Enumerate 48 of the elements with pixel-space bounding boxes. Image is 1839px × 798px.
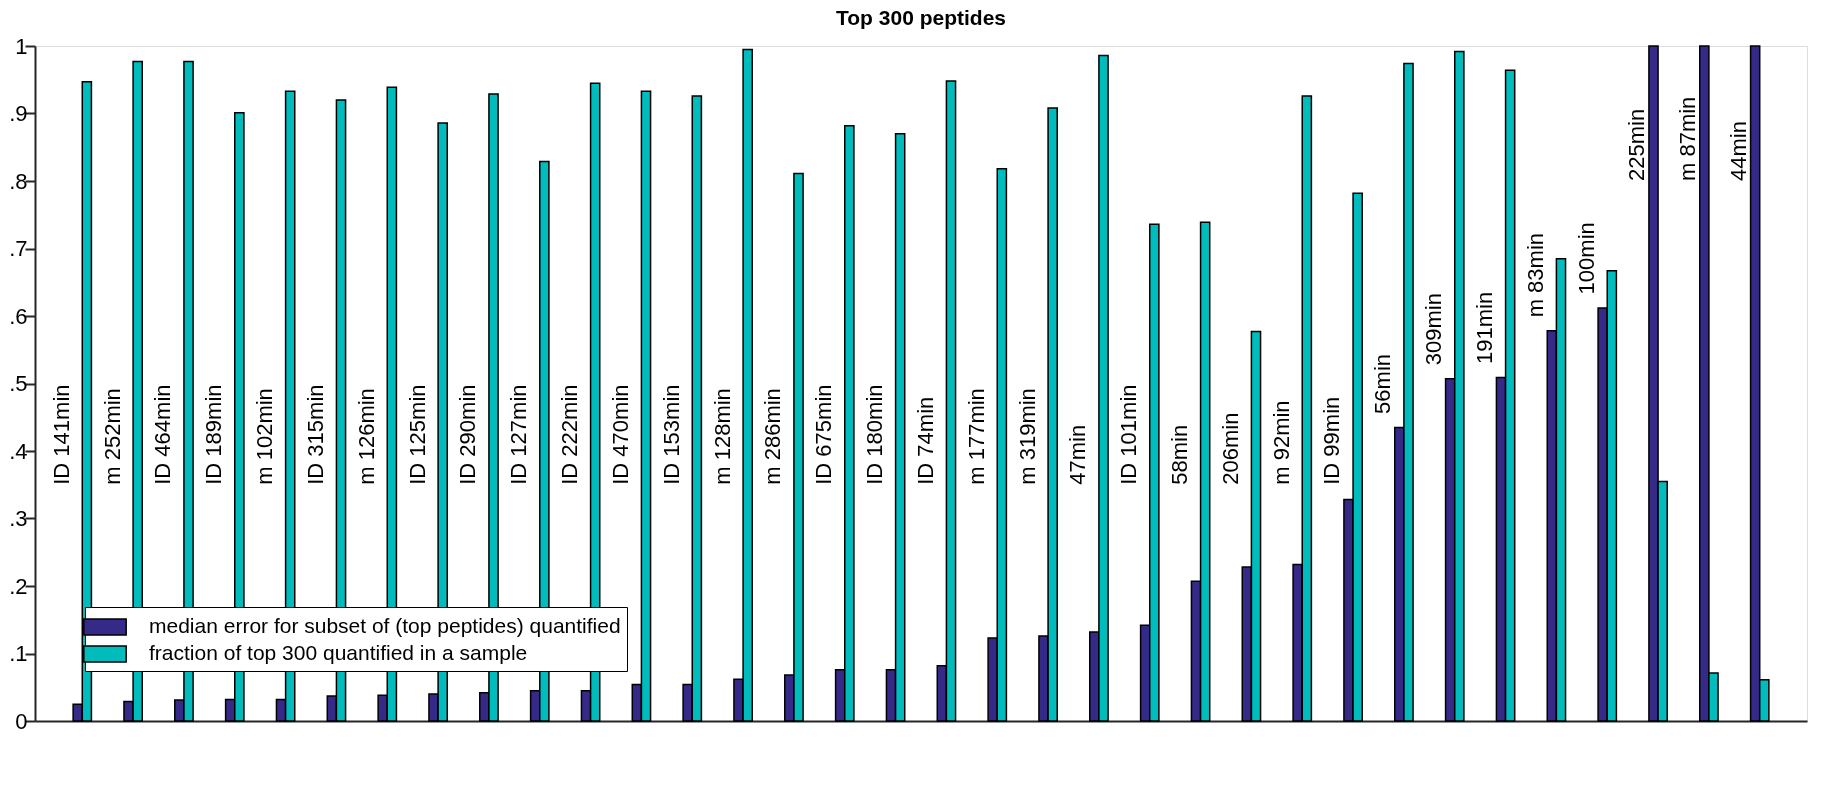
y-tick-label: .4 — [9, 438, 28, 464]
annotation: 56min — [1370, 353, 1396, 414]
legend-label: median error for subset of (top peptides) quantified — [149, 614, 621, 637]
chart-title: Top 300 peptides — [836, 6, 1006, 29]
y-tick-label: .7 — [9, 236, 28, 261]
annotation: ID 222min — [557, 384, 583, 485]
annotation: ID 141min — [48, 384, 74, 485]
y-tick-label: 0 — [15, 708, 28, 734]
annotation: m 126min — [353, 388, 379, 485]
annotation: 191min — [1471, 291, 1497, 364]
y-tick-label: .5 — [9, 371, 28, 396]
y-tick-label: .2 — [9, 573, 28, 599]
annotation: ID 675min — [811, 384, 837, 485]
annotation: 44min — [1726, 121, 1752, 181]
y-tick-label: .3 — [9, 506, 28, 531]
annotation: m 102min — [252, 388, 278, 485]
annotation: 47min — [1065, 424, 1091, 485]
annotation: ID 290min — [455, 384, 481, 485]
annotation: m 83min — [1522, 232, 1548, 318]
annotation: 100min — [1573, 222, 1599, 295]
annotation: 225min — [1624, 108, 1650, 181]
annotation: m 87min — [1675, 96, 1701, 181]
annotation: ID 127min — [506, 384, 532, 485]
annotation: ID 189min — [201, 384, 227, 485]
annotation: m 319min — [1014, 388, 1040, 485]
annotation: 58min — [1167, 424, 1192, 485]
annotation: m 252min — [99, 388, 125, 485]
annotation: ID 153min — [658, 384, 684, 485]
annotation: m 286min — [760, 388, 786, 485]
y-tick-label: .6 — [9, 303, 28, 329]
annotation: ID 315min — [302, 384, 328, 485]
annotation: ID 125min — [404, 384, 430, 485]
annotation: 206min — [1217, 412, 1243, 485]
y-tick-label: 1 — [15, 33, 28, 59]
annotation: m 128min — [709, 388, 735, 485]
y-tick-label: .8 — [9, 168, 28, 194]
annotation: 309min — [1421, 293, 1447, 366]
annotation: ID 180min — [862, 384, 888, 485]
annotation: m 177min — [963, 388, 989, 485]
annotation: ID 470min — [607, 384, 633, 485]
annotation: ID 464min — [150, 384, 176, 485]
annotation: ID 74min — [912, 396, 938, 485]
y-tick-label: .1 — [9, 641, 28, 666]
annotation: m 92min — [1268, 400, 1294, 485]
annotation: ID 99min — [1319, 396, 1345, 485]
annotation: ID 101min — [1116, 384, 1142, 485]
y-tick-label: .9 — [9, 101, 28, 126]
legend-label: fraction of top 300 quantified in a sample — [149, 641, 528, 664]
